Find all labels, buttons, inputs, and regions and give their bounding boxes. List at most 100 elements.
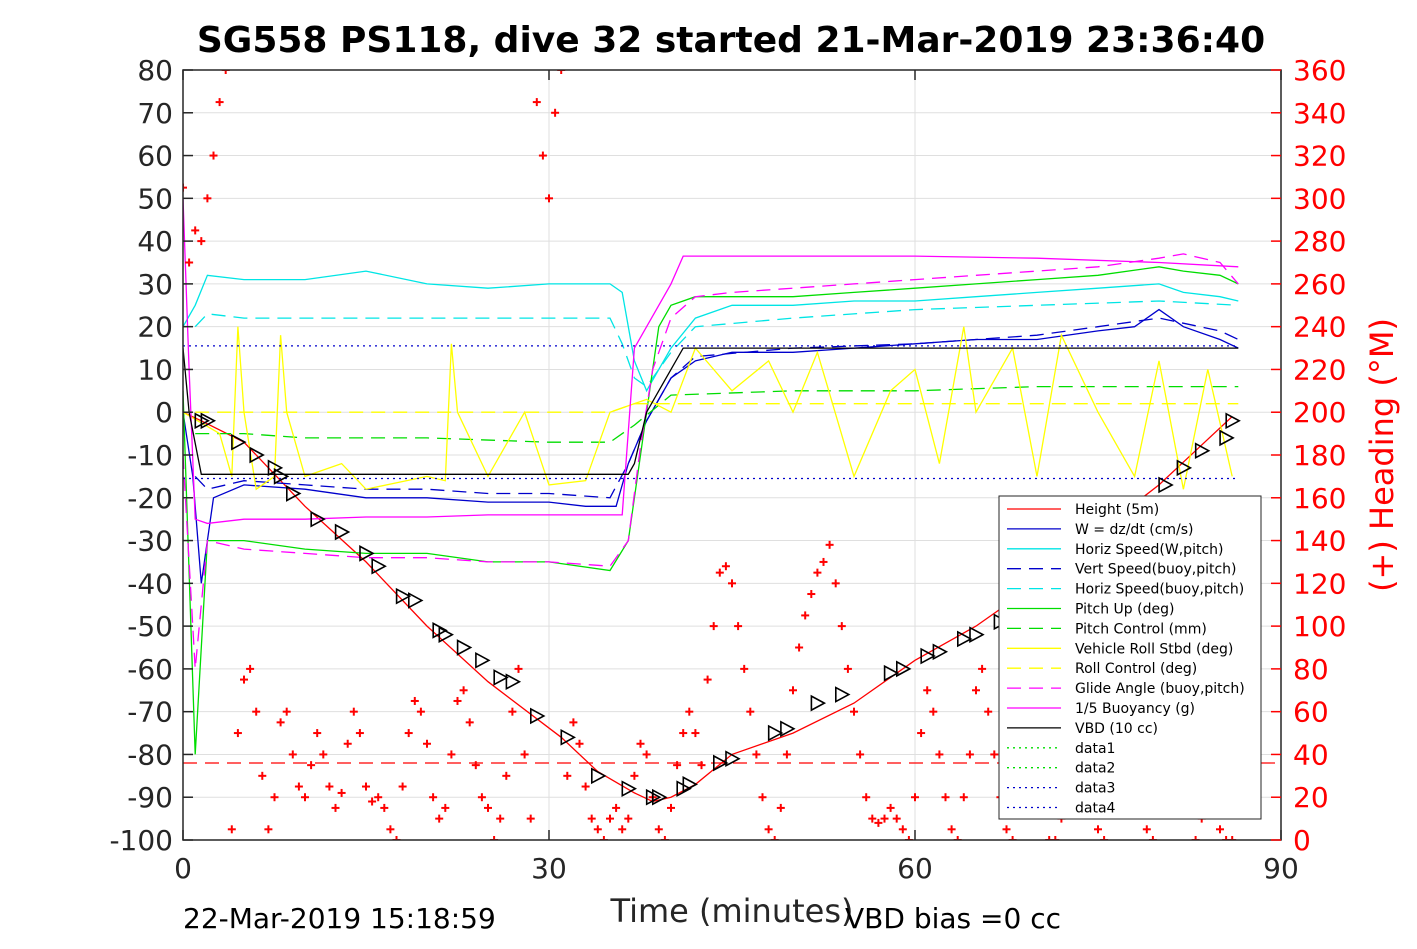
heading-point: [374, 793, 383, 802]
heading-point: [929, 707, 938, 716]
legend-label: data1: [1075, 741, 1115, 757]
heading-point: [563, 771, 572, 780]
triangle-marker: [285, 485, 302, 502]
legend-label: W = dz/dt (cm/s): [1075, 522, 1194, 538]
heading-point: [331, 803, 340, 812]
legend-label: Pitch Control (mm): [1075, 621, 1207, 637]
heading-point: [264, 825, 273, 834]
triangle-marker: [273, 468, 290, 485]
heading-point: [642, 750, 651, 759]
heading-point: [874, 818, 883, 827]
heading-point: [307, 761, 316, 770]
heading-point: [209, 151, 218, 160]
heading-point: [496, 814, 505, 823]
y-tick-label: 50: [137, 182, 173, 215]
series-line-7: [183, 326, 1233, 491]
heading-point: [355, 729, 364, 738]
triangle-marker: [920, 647, 936, 665]
heading-point: [770, 836, 779, 840]
heading-point: [301, 793, 309, 802]
heading-point: [752, 750, 761, 759]
heading-point: [868, 814, 877, 823]
heading-point: [490, 836, 499, 840]
heading-point: [337, 788, 346, 797]
y-tick-label: 80: [137, 54, 173, 87]
heading-point: [1008, 836, 1017, 840]
heading-point: [575, 739, 584, 748]
heading-point: [368, 797, 377, 806]
heading-point: [1002, 825, 1011, 834]
heading-point: [191, 226, 200, 235]
y-tick-label: -50: [127, 610, 173, 643]
triangle-marker: [725, 750, 741, 768]
series-line-10: [183, 198, 1239, 525]
heading-point: [776, 803, 785, 812]
heading-point: [221, 70, 230, 74]
heading-point: [850, 707, 858, 716]
triangle-marker: [895, 660, 912, 678]
heading-point: [508, 707, 517, 716]
right-tick-label: 0: [1293, 824, 1311, 857]
legend-label: VBD (10 cc): [1075, 721, 1158, 737]
heading-point: [1228, 836, 1237, 840]
heading-point: [831, 579, 840, 588]
heading-point: [514, 664, 523, 673]
triangle-marker: [621, 780, 637, 798]
heading-point: [1100, 836, 1109, 840]
legend-label: Height (5m): [1075, 502, 1159, 518]
heading-point: [343, 739, 352, 748]
triangle-marker: [1194, 442, 1211, 460]
heading-point: [551, 108, 560, 117]
triangle-marker: [1225, 412, 1241, 430]
triangle-marker: [456, 639, 473, 656]
heading-point: [935, 750, 944, 759]
footer-vbd-bias: VBD bias =0 cc: [845, 902, 1061, 935]
triangle-marker: [200, 412, 217, 430]
heading-point: [581, 782, 590, 791]
heading-point: [183, 183, 187, 192]
heading-point: [227, 825, 236, 834]
heading-point: [1045, 836, 1054, 840]
heading-point: [660, 836, 669, 840]
heading-point: [185, 258, 194, 267]
heading-point: [392, 836, 401, 840]
heading-point: [520, 750, 529, 759]
triangle-marker: [969, 626, 985, 644]
heading-point: [526, 814, 535, 823]
heading-point: [740, 664, 749, 673]
y-tick-label: -40: [127, 567, 173, 600]
heading-point: [917, 729, 926, 738]
right-tick-label: 320: [1293, 140, 1346, 173]
heading-point: [599, 836, 608, 840]
triangle-marker: [560, 728, 576, 746]
heading-point: [807, 590, 816, 599]
right-tick-label: 120: [1293, 567, 1346, 600]
heading-point: [233, 729, 242, 738]
y-tick-label: 20: [137, 311, 173, 344]
heading-point: [959, 793, 968, 802]
y-tick-label: 10: [137, 353, 173, 386]
right-tick-label: 300: [1293, 182, 1346, 215]
heading-point: [545, 194, 553, 203]
x-tick-label: 60: [897, 852, 933, 885]
heading-point: [1148, 836, 1157, 840]
footer-timestamp: 22-Mar-2019 15:18:59: [183, 902, 496, 935]
y-tick-label: 70: [137, 97, 173, 130]
heading-point: [349, 707, 358, 716]
heading-point: [679, 729, 688, 738]
series-line-4: [194, 300, 1239, 388]
heading-point: [953, 836, 962, 840]
triangle-marker: [1158, 476, 1174, 494]
heading-point: [1094, 825, 1102, 834]
heading-point: [843, 664, 852, 673]
legend-label: data3: [1075, 781, 1115, 797]
right-tick-label: 60: [1293, 696, 1329, 729]
legend-label: data2: [1075, 761, 1115, 777]
triangle-marker: [438, 626, 454, 644]
heading-point: [624, 814, 633, 823]
triangle-marker: [780, 720, 796, 738]
heading-point: [685, 707, 694, 716]
heading-point: [587, 814, 596, 823]
legend-label: Vert Speed(buoy,pitch): [1075, 562, 1237, 578]
heading-point: [654, 825, 663, 834]
